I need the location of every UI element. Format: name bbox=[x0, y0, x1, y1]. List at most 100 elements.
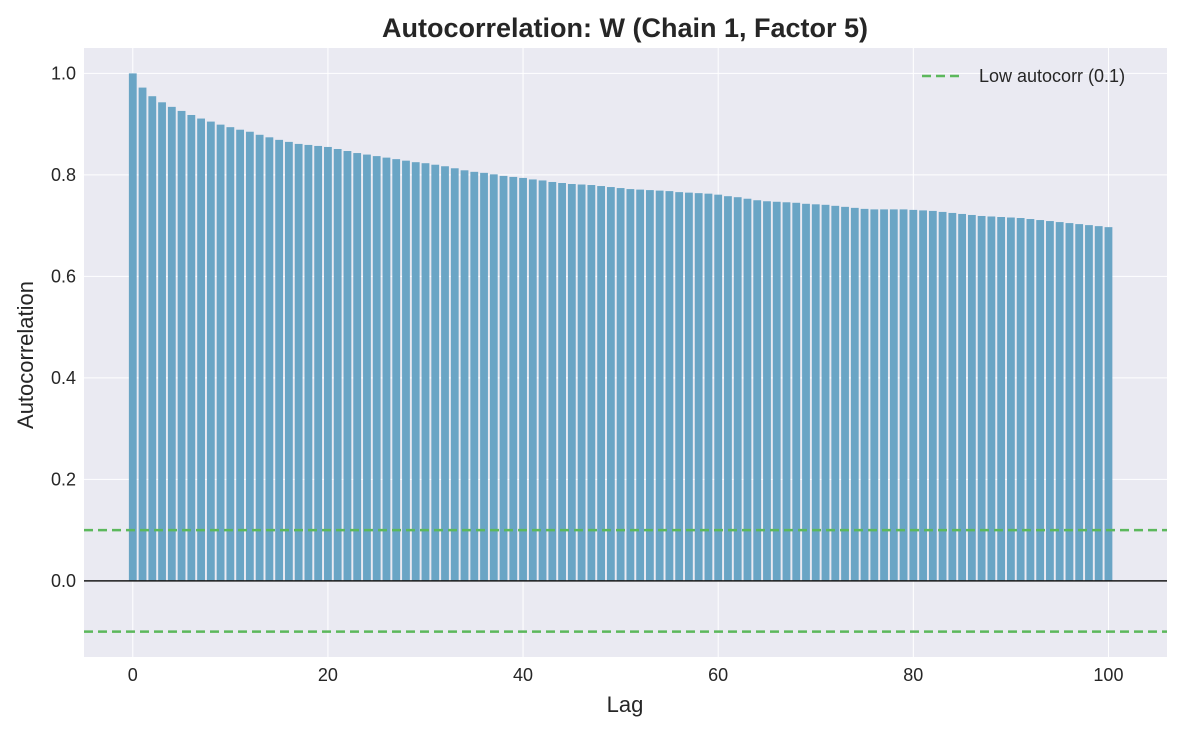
bar bbox=[509, 176, 518, 581]
bar bbox=[489, 174, 498, 581]
bar bbox=[977, 215, 986, 581]
bar bbox=[450, 168, 459, 581]
x-tick-label: 20 bbox=[318, 665, 338, 685]
bar bbox=[733, 197, 742, 581]
bar bbox=[616, 188, 625, 581]
bar bbox=[860, 208, 869, 581]
bar bbox=[714, 194, 723, 581]
x-tick-label: 0 bbox=[128, 665, 138, 685]
bar bbox=[870, 209, 879, 581]
plot-area bbox=[84, 48, 1167, 657]
bar bbox=[148, 96, 157, 581]
bar bbox=[528, 179, 537, 581]
bar bbox=[1006, 217, 1015, 581]
bar bbox=[548, 181, 557, 581]
bar bbox=[567, 184, 576, 581]
bar bbox=[997, 216, 1006, 581]
bar bbox=[167, 106, 176, 581]
y-tick-label: 0.0 bbox=[51, 571, 76, 591]
bar bbox=[343, 151, 352, 581]
y-tick-label: 1.0 bbox=[51, 63, 76, 83]
chart-title: Autocorrelation: W (Chain 1, Factor 5) bbox=[382, 13, 868, 43]
legend: Low autocorr (0.1) bbox=[922, 66, 1125, 86]
bar bbox=[606, 187, 615, 581]
bar bbox=[138, 87, 147, 581]
bar bbox=[431, 164, 440, 581]
bar bbox=[958, 213, 967, 581]
bar bbox=[987, 216, 996, 581]
bar bbox=[284, 141, 293, 581]
bar bbox=[333, 148, 342, 581]
bar bbox=[245, 131, 254, 581]
x-tick-label: 60 bbox=[708, 665, 728, 685]
bar bbox=[480, 172, 488, 581]
bar bbox=[1055, 222, 1064, 581]
bar bbox=[841, 206, 849, 581]
bar bbox=[265, 137, 274, 581]
bar bbox=[587, 185, 596, 581]
bar bbox=[1104, 227, 1113, 581]
bar bbox=[226, 127, 235, 581]
bar bbox=[724, 196, 732, 581]
bar bbox=[1085, 225, 1093, 581]
bar bbox=[236, 129, 245, 581]
bar bbox=[645, 190, 654, 581]
bar bbox=[324, 146, 332, 581]
y-axis-label: Autocorrelation bbox=[13, 281, 38, 429]
y-tick-label: 0.4 bbox=[51, 368, 76, 388]
x-tick-label: 100 bbox=[1093, 665, 1123, 685]
bar bbox=[499, 175, 508, 581]
bar bbox=[470, 171, 479, 581]
bar bbox=[441, 166, 449, 581]
bar bbox=[558, 182, 566, 581]
bar bbox=[753, 200, 762, 581]
bar bbox=[519, 177, 527, 581]
reference-lines bbox=[84, 528, 1167, 633]
y-tick-label: 0.6 bbox=[51, 266, 76, 286]
bar bbox=[128, 73, 137, 581]
bar bbox=[850, 207, 859, 581]
x-tick-label: 80 bbox=[903, 665, 923, 685]
bar bbox=[275, 139, 284, 581]
bar bbox=[967, 214, 976, 581]
bar bbox=[743, 198, 752, 581]
bar bbox=[392, 159, 401, 581]
bar bbox=[158, 102, 166, 581]
bar bbox=[626, 189, 635, 581]
bar bbox=[889, 209, 898, 581]
bar bbox=[1016, 218, 1025, 581]
bar bbox=[187, 114, 196, 581]
bar bbox=[685, 192, 693, 581]
bar bbox=[421, 163, 430, 581]
y-tick-labels: 0.0 0.2 0.4 0.6 0.8 1.0 bbox=[51, 63, 76, 591]
bar bbox=[919, 210, 927, 581]
bar bbox=[792, 202, 801, 581]
bar bbox=[1026, 219, 1035, 581]
bar bbox=[811, 204, 820, 581]
bar bbox=[197, 118, 205, 581]
bar bbox=[694, 193, 703, 581]
bar bbox=[675, 192, 684, 581]
bar bbox=[255, 134, 264, 581]
bar bbox=[665, 191, 674, 581]
bar bbox=[899, 209, 908, 581]
bar bbox=[314, 145, 323, 581]
bar bbox=[763, 201, 771, 581]
legend-label: Low autocorr (0.1) bbox=[979, 66, 1125, 86]
bar bbox=[948, 212, 957, 581]
bar bbox=[1075, 224, 1084, 581]
bar bbox=[372, 156, 381, 581]
x-tick-label: 40 bbox=[513, 665, 533, 685]
bar bbox=[460, 170, 469, 581]
bar bbox=[802, 203, 810, 581]
bar bbox=[655, 190, 664, 581]
bar bbox=[1036, 220, 1045, 581]
bar bbox=[294, 143, 303, 581]
bar bbox=[821, 204, 830, 581]
x-axis-label: Lag bbox=[607, 692, 644, 717]
bar bbox=[928, 210, 937, 581]
bars bbox=[128, 73, 1113, 581]
bar bbox=[704, 193, 713, 581]
bar bbox=[216, 124, 225, 581]
bar bbox=[402, 160, 410, 581]
